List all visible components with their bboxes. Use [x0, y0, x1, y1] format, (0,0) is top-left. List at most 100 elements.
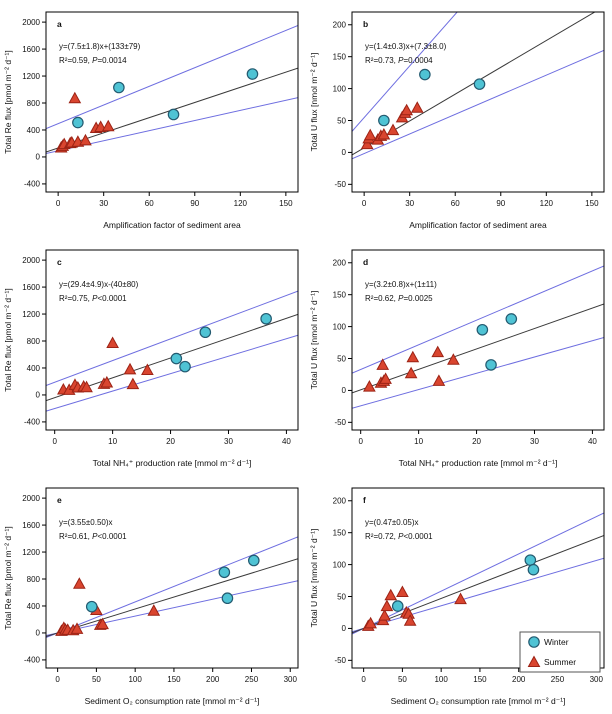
- svg-text:100: 100: [333, 560, 347, 569]
- svg-text:-400: -400: [24, 656, 41, 665]
- panel-letter: a: [57, 19, 62, 29]
- legend-summer-marker: [527, 655, 541, 667]
- svg-text:90: 90: [496, 199, 505, 208]
- scatter-plot-c: 0 10 20 30 40 -400 0 400 800 1200 1600 2000 Total NH…: [0, 238, 306, 476]
- confidence-band-upper: [46, 290, 298, 386]
- svg-text:1200: 1200: [22, 310, 40, 319]
- summer-point: [377, 128, 391, 140]
- data-points: [55, 554, 260, 636]
- panel-f: 0 50 100 150 200 250 300 -50 0 50 100 150 200 Sedimen…: [306, 476, 612, 714]
- legend-winter-marker: [528, 636, 540, 648]
- winter-point: [485, 359, 497, 371]
- svg-text:400: 400: [27, 364, 41, 373]
- panel-d: 0 10 20 30 40 -50 0 50 100 150 200 Total NH₄⁺ produ…: [306, 238, 612, 476]
- svg-text:0: 0: [361, 675, 366, 684]
- data-points: [363, 313, 518, 392]
- y-axis-label: Total Re flux [pmol m⁻² d⁻¹]: [3, 288, 13, 391]
- panel-background: [0, 0, 306, 238]
- summer-point: [72, 577, 86, 589]
- summer-point: [404, 366, 418, 379]
- summer-point: [70, 622, 84, 634]
- svg-text:2000: 2000: [22, 256, 40, 265]
- svg-text:50: 50: [337, 592, 346, 601]
- winter-point: [524, 554, 537, 566]
- panel-letter: e: [57, 495, 62, 505]
- svg-text:200: 200: [206, 675, 220, 684]
- svg-text:120: 120: [234, 199, 248, 208]
- winter-point: [170, 352, 183, 365]
- x-axis-label: Sediment O₂ consumption rate [mmol m⁻² d…: [85, 696, 260, 706]
- plot-frame: [45, 11, 299, 193]
- x-axis-ticks: 0 10 20 30 40: [358, 430, 597, 446]
- svg-text:10: 10: [108, 437, 117, 446]
- summer-point: [432, 374, 446, 386]
- winter-point: [179, 360, 191, 373]
- stats-text: R²=0.59, P=0.0014: [59, 56, 127, 65]
- svg-text:1600: 1600: [22, 45, 40, 54]
- svg-text:800: 800: [27, 575, 41, 584]
- x-axis-label: Total NH₄⁺ production rate [mmol m⁻² d⁻¹…: [399, 458, 558, 468]
- scatter-plot-a: 0 30 60 90 120 150 -400 0 400 800 1200 1600 2000 Ampl…: [0, 0, 306, 238]
- y-axis-ticks: -50 0 50 100 150 200: [333, 21, 352, 189]
- svg-text:100: 100: [128, 675, 142, 684]
- winter-point: [476, 323, 489, 336]
- summer-point: [363, 128, 377, 141]
- plot-frame: [351, 11, 605, 193]
- svg-text:2000: 2000: [22, 18, 40, 27]
- svg-text:40: 40: [282, 437, 291, 446]
- summer-point: [360, 137, 374, 150]
- svg-text:0: 0: [362, 199, 367, 208]
- svg-text:20: 20: [166, 437, 175, 446]
- summer-point: [364, 616, 377, 629]
- panel-background: [306, 0, 612, 238]
- summer-point: [380, 599, 394, 612]
- summer-point: [379, 372, 392, 384]
- svg-text:250: 250: [245, 675, 259, 684]
- x-axis-ticks: 0 30 60 90 120 150: [362, 192, 599, 208]
- y-axis-label: Total U flux [nmol m⁻² d⁻¹]: [309, 529, 319, 628]
- y-axis-label: Total Re flux [pmol m⁻² d⁻¹]: [3, 50, 13, 153]
- winter-point: [260, 312, 272, 325]
- scatter-plot-d: 0 10 20 30 40 -50 0 50 100 150 200 Total NH₄⁺ produ…: [306, 238, 612, 476]
- summer-point: [384, 588, 398, 601]
- confidence-band-upper: [352, 265, 604, 374]
- summer-point: [400, 103, 413, 116]
- svg-text:-400: -400: [24, 418, 41, 427]
- panel-letter: b: [363, 19, 368, 29]
- summer-point: [406, 350, 420, 363]
- winter-point: [391, 600, 404, 612]
- equation-text: y=(3.55±0.50)x: [59, 518, 113, 527]
- svg-text:200: 200: [333, 21, 347, 30]
- svg-text:-50: -50: [334, 180, 346, 189]
- winter-point: [167, 108, 180, 121]
- x-axis-ticks: 0 50 100 150 200 250 300: [55, 668, 297, 684]
- svg-text:1600: 1600: [22, 283, 40, 292]
- svg-text:800: 800: [27, 99, 41, 108]
- svg-text:150: 150: [333, 528, 347, 537]
- svg-text:800: 800: [27, 337, 41, 346]
- svg-text:50: 50: [398, 675, 407, 684]
- x-axis-ticks: 0 10 20 30 40: [52, 430, 291, 446]
- summer-point: [376, 358, 390, 370]
- winter-point: [85, 600, 98, 613]
- panel-c: 0 10 20 30 40 -400 0 400 800 1200 1600 2000 Total NH…: [0, 238, 306, 476]
- panel-letter: f: [363, 495, 366, 505]
- svg-text:1600: 1600: [22, 521, 40, 530]
- x-axis-label: Amplification factor of sediment area: [103, 220, 241, 230]
- panel-letter: d: [363, 257, 368, 267]
- x-axis-label: Sediment O₂ consumption rate [mmol m⁻² d…: [391, 696, 566, 706]
- svg-text:0: 0: [342, 624, 347, 633]
- summer-point: [147, 604, 161, 616]
- fit-lines: [352, 512, 604, 635]
- y-axis-ticks: -400 0 400 800 1200 1600 2000: [22, 18, 46, 189]
- legend-summer-label: Summer: [544, 657, 576, 667]
- x-axis-label: Total NH₄⁺ production rate [mmol m⁻² d⁻¹…: [93, 458, 252, 468]
- svg-text:30: 30: [99, 199, 108, 208]
- svg-text:250: 250: [551, 675, 565, 684]
- scatter-plot-f: 0 50 100 150 200 250 300 -50 0 50 100 150 200 Sedimen…: [306, 476, 612, 714]
- plot-frame: [351, 249, 605, 431]
- svg-text:400: 400: [27, 602, 41, 611]
- svg-text:300: 300: [284, 675, 298, 684]
- stats-text: R²=0.62, P=0.0025: [365, 294, 433, 303]
